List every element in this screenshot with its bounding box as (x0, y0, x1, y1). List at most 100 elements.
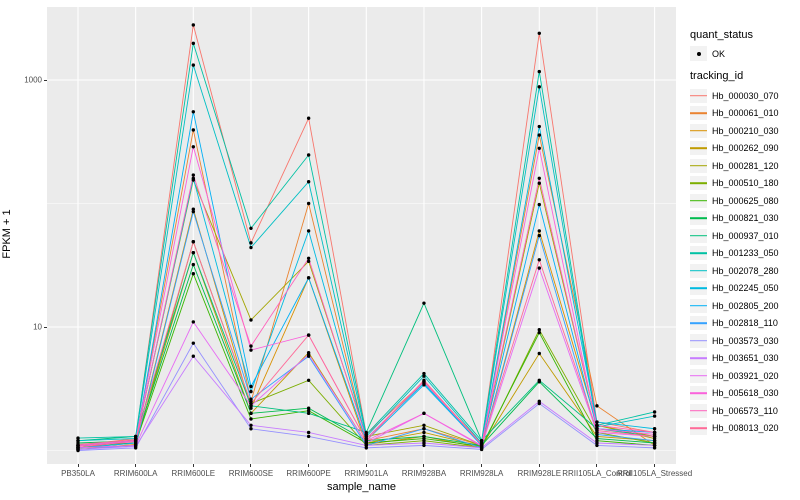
legend-line-swatch (690, 392, 707, 395)
plot-panel (47, 7, 676, 464)
data-point (537, 378, 541, 383)
data-point (306, 153, 311, 157)
data-point (422, 371, 426, 376)
legend-line-swatch (690, 252, 707, 255)
data-point (422, 378, 426, 383)
data-point (306, 256, 311, 260)
legend-item-Hb_003573_030: Hb_003573_030 (690, 332, 800, 350)
data-point (306, 378, 311, 383)
x-tick-label-RRII105LA_Stressed: RRII105LA_Stressed (617, 469, 693, 478)
legend-item-Hb_008013_020: Hb_008013_020 (690, 420, 800, 438)
legend-key (690, 176, 707, 191)
legend-key (690, 246, 707, 261)
data-point (652, 434, 657, 439)
data-point (191, 207, 196, 211)
data-point (306, 434, 311, 439)
point-icon (696, 51, 701, 56)
legend-title-tracking-id: tracking_id (690, 70, 744, 82)
data-point (191, 354, 196, 358)
x-tick-mark (654, 464, 656, 467)
x-tick-mark (135, 464, 137, 467)
legend-item-label: Hb_003651_030 (712, 353, 779, 364)
legend-item-label: Hb_001233_050 (712, 248, 779, 259)
data-point (652, 410, 657, 414)
data-point (191, 41, 196, 46)
legend-item-Hb_000625_080: Hb_000625_080 (690, 192, 800, 210)
legend-item-Hb_002245_050: Hb_002245_050 (690, 280, 800, 298)
legend-key (690, 211, 707, 226)
legend-line-swatch (690, 409, 707, 412)
legend-line-swatch (690, 129, 707, 132)
data-point (422, 443, 426, 448)
data-point (249, 245, 253, 250)
legend-item-label: Hb_002078_280 (712, 265, 779, 276)
data-point (422, 423, 426, 427)
data-point (249, 348, 253, 352)
x-tick-label-RRIM600LA: RRIM600LA (113, 469, 158, 478)
legend-quant-status: quant_status OK (690, 29, 800, 61)
data-point (537, 229, 541, 233)
data-point (652, 427, 657, 431)
legend-item-label: Hb_003921_020 (712, 370, 779, 381)
data-point (306, 229, 311, 233)
data-point (537, 124, 541, 129)
legend-item-OK: OK (690, 46, 800, 61)
legend-item-label: Hb_000262_090 (712, 143, 779, 154)
data-point (191, 63, 196, 67)
legend-item-Hb_000937_010: Hb_000937_010 (690, 227, 800, 245)
data-point (306, 352, 311, 357)
legend-item-Hb_000030_070: Hb_000030_070 (690, 87, 800, 105)
legend-line-swatch (690, 112, 707, 115)
data-point (422, 374, 426, 378)
x-tick-label-RRIM600PE: RRIM600PE (286, 469, 331, 478)
legend-line-swatch (690, 94, 707, 97)
data-point (306, 276, 311, 280)
data-point (76, 436, 80, 440)
data-point (191, 320, 196, 324)
data-point (595, 423, 599, 427)
legend-key (690, 88, 707, 103)
legend-item-label: Hb_000210_030 (712, 125, 779, 136)
data-point (249, 318, 253, 322)
legend-item-Hb_000210_030: Hb_000210_030 (690, 122, 800, 140)
data-point (422, 441, 426, 445)
data-point (537, 233, 541, 238)
legend-key (690, 298, 707, 313)
legend-key (690, 158, 707, 173)
data-point (191, 173, 196, 177)
data-point (537, 351, 541, 356)
y-tick-mark (44, 326, 47, 328)
data-point (306, 406, 311, 410)
legend-key (690, 403, 707, 418)
data-point (191, 128, 196, 132)
data-point (652, 446, 657, 450)
x-tick-mark (481, 464, 483, 467)
legend-item-label: Hb_008013_020 (712, 423, 779, 434)
data-point (537, 69, 541, 74)
legend-item-label: Hb_000510_180 (712, 178, 779, 189)
legend-item-label: Hb_000625_080 (712, 195, 779, 206)
legend-title-quant-status: quant_status (690, 29, 753, 41)
data-point (537, 31, 541, 35)
legend-line-swatch (690, 339, 707, 342)
data-point (595, 441, 599, 445)
data-point (249, 423, 253, 427)
data-point (191, 262, 196, 267)
legend-line-swatch (690, 217, 707, 220)
data-point (306, 333, 311, 337)
data-point (191, 176, 196, 180)
legend-item-Hb_002818_110: Hb_002818_110 (690, 315, 800, 333)
data-point (595, 428, 599, 433)
legend-item-label: Hb_000030_070 (712, 90, 779, 101)
data-point (652, 439, 657, 443)
x-tick-mark (423, 464, 425, 467)
x-tick-mark (192, 464, 194, 467)
data-point (479, 442, 484, 447)
data-point (249, 406, 253, 410)
legend-line-swatch (690, 147, 707, 150)
legend-line-swatch (690, 427, 707, 430)
legend-line-swatch (690, 374, 707, 377)
x-tick-label-PB350LA: PB350LA (61, 469, 95, 478)
data-point (191, 145, 196, 149)
